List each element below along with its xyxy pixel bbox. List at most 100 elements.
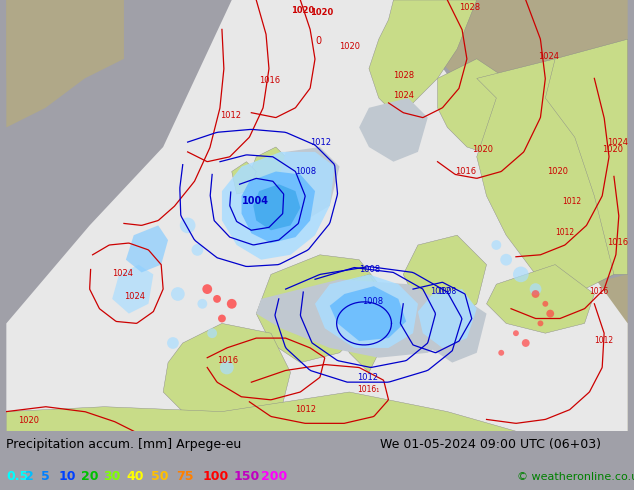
Text: 1024: 1024 [394, 91, 415, 100]
Circle shape [207, 328, 217, 338]
Text: 1016: 1016 [607, 238, 628, 247]
Polygon shape [256, 279, 457, 358]
Polygon shape [477, 59, 624, 294]
Polygon shape [369, 0, 477, 118]
Circle shape [220, 361, 234, 374]
Circle shape [180, 218, 195, 233]
Text: 5: 5 [41, 470, 50, 483]
Text: 0: 0 [315, 36, 321, 46]
Text: 75: 75 [176, 470, 194, 483]
Text: 1020: 1020 [602, 145, 623, 154]
Text: 40: 40 [127, 470, 145, 483]
Text: 1020: 1020 [290, 6, 314, 15]
Circle shape [513, 267, 529, 282]
Text: 1008: 1008 [362, 297, 383, 306]
Circle shape [202, 284, 212, 294]
Polygon shape [247, 147, 290, 206]
Text: 2: 2 [25, 470, 34, 483]
Polygon shape [6, 0, 94, 78]
Polygon shape [486, 265, 594, 333]
Circle shape [538, 320, 543, 326]
Text: 0.5: 0.5 [6, 470, 29, 483]
Polygon shape [413, 294, 486, 363]
Text: 50: 50 [151, 470, 169, 483]
Circle shape [513, 330, 519, 336]
Polygon shape [545, 39, 628, 274]
Polygon shape [279, 147, 340, 220]
Text: 1004: 1004 [242, 196, 269, 206]
Circle shape [529, 283, 541, 295]
Circle shape [191, 244, 204, 256]
Text: 1028: 1028 [394, 72, 415, 80]
Text: 10: 10 [59, 470, 77, 483]
Circle shape [171, 287, 184, 301]
Polygon shape [6, 392, 516, 431]
Text: 1016₁: 1016₁ [357, 385, 379, 394]
Text: 1012: 1012 [562, 197, 581, 206]
Circle shape [213, 295, 221, 303]
Circle shape [543, 301, 548, 307]
Polygon shape [163, 323, 290, 426]
Text: 1008: 1008 [359, 266, 380, 274]
Polygon shape [477, 274, 628, 431]
Text: 200: 200 [261, 470, 287, 483]
Text: 150: 150 [233, 470, 259, 483]
Polygon shape [335, 274, 389, 372]
Polygon shape [418, 289, 477, 348]
Text: 100: 100 [203, 470, 229, 483]
Polygon shape [232, 162, 256, 194]
Text: 1012: 1012 [310, 138, 331, 147]
Polygon shape [359, 98, 428, 162]
Text: 1020: 1020 [18, 416, 39, 425]
Polygon shape [112, 265, 153, 314]
Polygon shape [126, 225, 168, 272]
Text: 1024: 1024 [124, 292, 145, 301]
Text: 1012: 1012 [220, 111, 241, 120]
Polygon shape [437, 59, 516, 157]
Polygon shape [398, 0, 628, 176]
Text: 1020: 1020 [310, 8, 333, 17]
Polygon shape [403, 235, 486, 323]
Text: 1020: 1020 [472, 145, 493, 154]
Circle shape [197, 299, 207, 309]
Polygon shape [256, 255, 378, 363]
Text: 1024: 1024 [538, 52, 559, 61]
Text: 30: 30 [103, 470, 120, 483]
Circle shape [491, 240, 501, 250]
Circle shape [218, 315, 226, 322]
Text: 1028: 1028 [459, 3, 480, 12]
Circle shape [500, 254, 512, 266]
Text: 1012: 1012 [357, 373, 378, 382]
Text: 1020: 1020 [340, 42, 361, 51]
Polygon shape [330, 286, 406, 341]
Text: 1016: 1016 [590, 287, 609, 296]
Polygon shape [6, 0, 628, 431]
Polygon shape [222, 152, 335, 260]
Text: Precipitation accum. [mm] Arpege-eu: Precipitation accum. [mm] Arpege-eu [6, 438, 242, 451]
Text: 1012: 1012 [555, 228, 574, 237]
Circle shape [522, 339, 529, 347]
Text: 1024: 1024 [112, 270, 133, 278]
Text: We 01-05-2024 09:00 UTC (06+03): We 01-05-2024 09:00 UTC (06+03) [380, 438, 602, 451]
Text: 1012: 1012 [594, 336, 614, 345]
Polygon shape [254, 184, 301, 230]
Circle shape [532, 290, 540, 298]
Text: 1016: 1016 [217, 356, 238, 365]
Text: 1024: 1024 [607, 138, 628, 147]
Text: 1008: 1008 [437, 287, 456, 296]
Text: 1012: 1012 [295, 405, 316, 414]
Text: © weatheronline.co.uk: © weatheronline.co.uk [517, 472, 634, 482]
Polygon shape [315, 274, 418, 348]
Text: 1012: 1012 [430, 287, 451, 296]
Circle shape [227, 299, 236, 309]
Circle shape [167, 337, 179, 349]
Circle shape [498, 350, 504, 356]
Text: 1008: 1008 [295, 168, 316, 176]
Polygon shape [242, 172, 315, 243]
Text: 1016: 1016 [259, 76, 280, 85]
Text: 20: 20 [81, 470, 98, 483]
Text: 1016: 1016 [455, 168, 476, 176]
Circle shape [547, 310, 554, 318]
Polygon shape [6, 0, 124, 127]
Text: 1020: 1020 [547, 168, 568, 176]
